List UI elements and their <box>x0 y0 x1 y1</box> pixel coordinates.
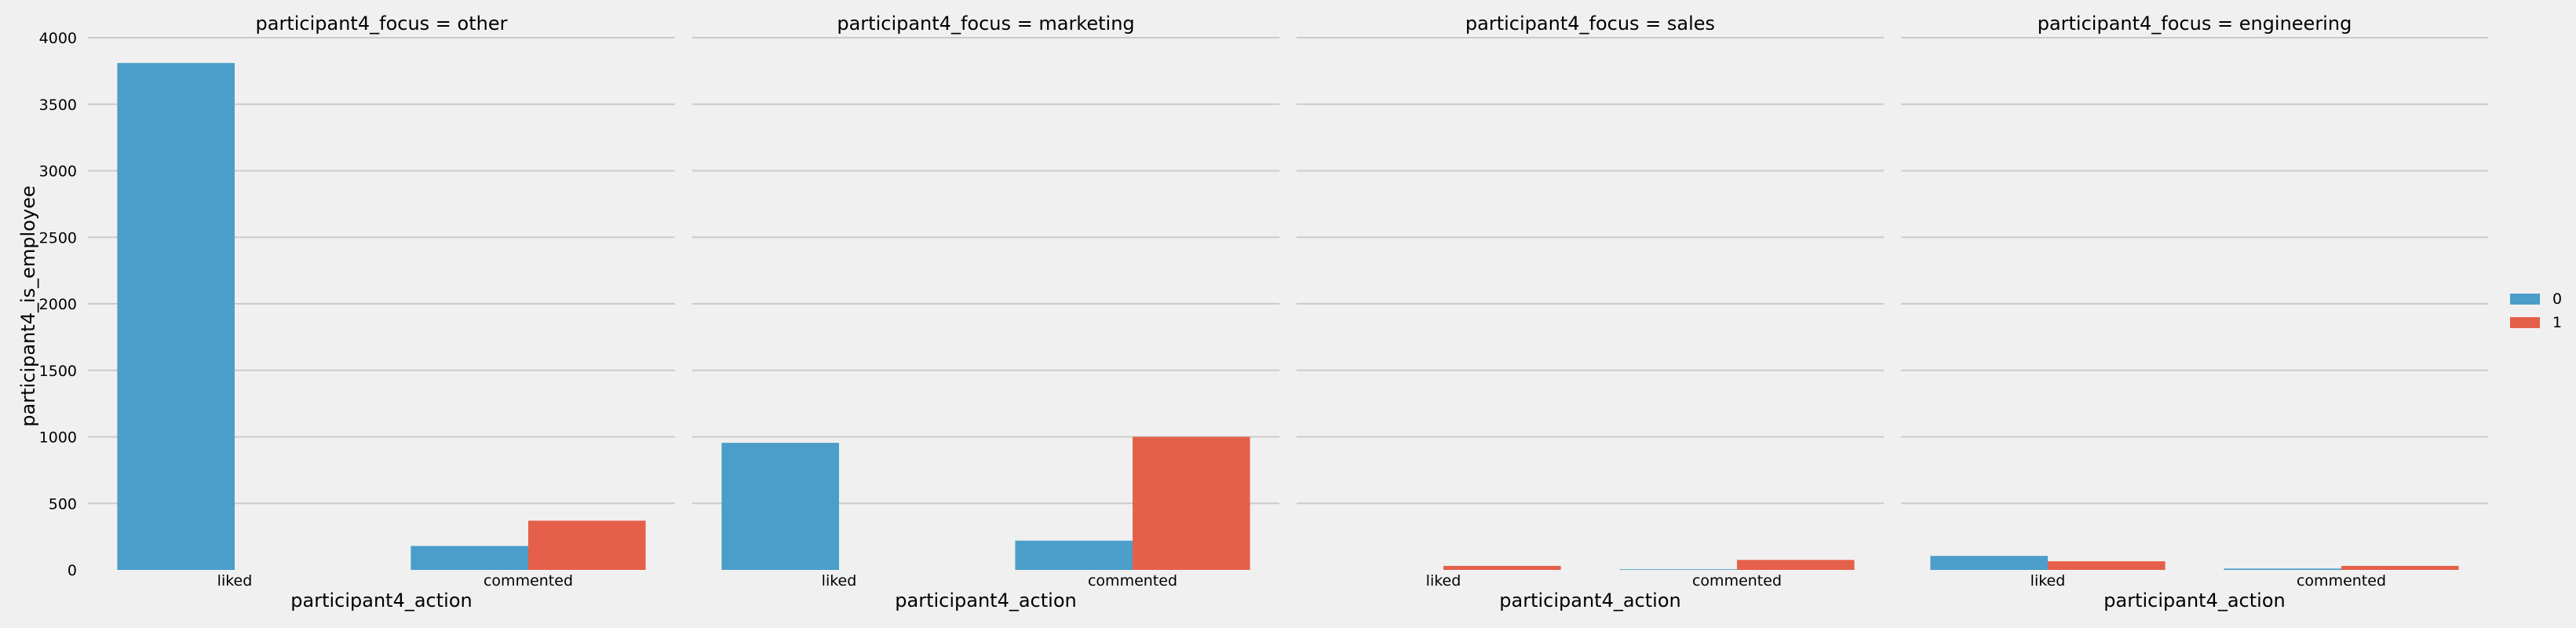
y-tick-label: 1000 <box>39 429 77 447</box>
bar-commented-hue0 <box>410 546 528 570</box>
x-axis-label: participant4_action <box>290 590 472 612</box>
bar-liked-hue0 <box>117 63 235 570</box>
x-tick-label: commented <box>1692 572 1782 590</box>
x-tick-label: liked <box>1426 572 1461 590</box>
y-tick-label: 0 <box>68 562 77 579</box>
x-axis-label: participant4_action <box>1499 590 1680 612</box>
bar-commented-hue1 <box>528 520 646 570</box>
x-tick-label: liked <box>217 572 253 590</box>
y-tick-label: 4000 <box>39 30 77 47</box>
bar-liked-hue1 <box>2048 560 2166 570</box>
x-tick-label: liked <box>2031 572 2066 590</box>
x-axis-label: participant4_action <box>2103 590 2285 612</box>
facet-title: participant4_focus = engineering <box>2038 13 2352 35</box>
y-axis-label: participant4_is_employee <box>17 185 39 426</box>
x-tick-label: liked <box>822 572 857 590</box>
facet-title: participant4_focus = other <box>256 13 508 35</box>
facet-panel-3: participant4_focus = sales liked commented… <box>1297 13 1884 612</box>
facet-title: participant4_focus = sales <box>1465 13 1715 35</box>
facet-panel-4: participant4_focus = engineering liked com… <box>1901 13 2488 612</box>
bar-liked-hue0 <box>1930 556 2048 570</box>
facets-layer: 0 500 1000 1500 2000 2500 3000 3500 4000 particip… <box>39 13 2488 612</box>
bar-liked-hue0 <box>721 443 839 570</box>
legend: 01 <box>2510 290 2562 331</box>
facet-title: participant4_focus = marketing <box>837 13 1134 35</box>
y-tick-label: 500 <box>49 495 77 513</box>
y-tick-label: 1500 <box>39 363 77 380</box>
legend-swatch-0 <box>2510 294 2540 305</box>
x-tick-label: commented <box>2297 572 2386 590</box>
bar-commented-hue1 <box>2341 565 2459 570</box>
y-tick-label: 3500 <box>39 97 77 114</box>
facet-panel-2: participant4_focus = marketing liked comme… <box>692 13 1279 612</box>
x-axis-label: participant4_action <box>895 590 1076 612</box>
y-tick-label: 2000 <box>39 296 77 313</box>
x-tick-label: commented <box>1088 572 1177 590</box>
legend-swatch-1 <box>2510 317 2540 328</box>
y-tick-label: 3000 <box>39 163 77 181</box>
x-tick-label: commented <box>483 572 573 590</box>
legend-label-1: 1 <box>2552 314 2562 331</box>
facet-panel-1: participant4_focus = other liked commented… <box>88 13 675 612</box>
bar-liked-hue1 <box>1443 565 1561 570</box>
y-tick-label: 2500 <box>39 229 77 246</box>
bar-commented-hue1 <box>1737 560 1855 570</box>
bar-commented-hue0 <box>1015 540 1133 570</box>
bar-commented-hue1 <box>1133 436 1250 570</box>
bar-commented-hue0 <box>2224 568 2341 570</box>
legend-label-0: 0 <box>2552 290 2562 308</box>
bar-commented-hue0 <box>1619 569 1737 570</box>
